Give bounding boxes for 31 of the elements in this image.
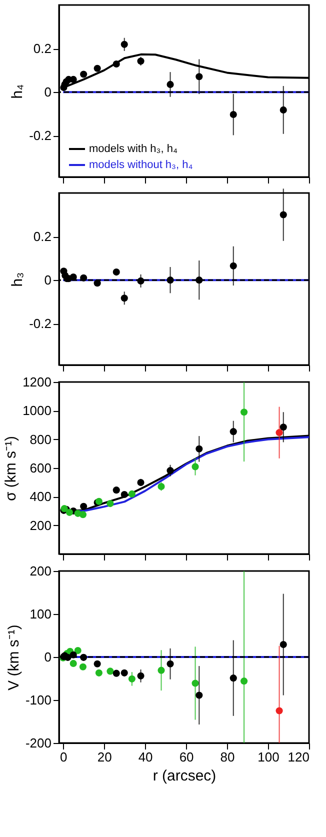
x-tick-label: 100	[258, 750, 280, 764]
legend-label: models with h₃, h₄	[89, 143, 178, 155]
y-axis-title: h₃	[9, 272, 26, 287]
x-tick-label: 60	[179, 750, 194, 764]
y-tick-label: 100	[30, 606, 52, 622]
y-tick-label: 200	[30, 518, 52, 533]
y-tick-label: 800	[30, 432, 52, 447]
y-tick-label: 0	[44, 650, 52, 664]
x-tick-label: 80	[220, 750, 235, 764]
y-tick-label: 1200	[22, 374, 52, 390]
x-tick-label: 20	[97, 750, 112, 764]
y-tick-label: 0	[44, 84, 52, 100]
y-tick-label: 200	[30, 564, 52, 578]
y-tick-label: -0.2	[29, 316, 52, 332]
y-tick-label: 1000	[22, 403, 52, 418]
legend-label: models without h₃, h₄	[89, 159, 194, 171]
x-tick-label: 40	[138, 750, 153, 764]
y-tick-label: -200	[25, 736, 52, 750]
y-tick-label: 400	[30, 489, 52, 504]
y-tick-label: 600	[30, 460, 52, 476]
x-tick-label: 120	[288, 750, 310, 764]
y-axis-title: σ (km s⁻¹)	[2, 436, 20, 502]
y-tick-label: 0.2	[33, 41, 52, 56]
x-tick-label: 0	[60, 750, 68, 764]
y-axis-title: h₄	[9, 84, 26, 99]
y-axis-title: V (km s⁻¹)	[5, 624, 22, 690]
y-tick-label: -100	[25, 692, 52, 708]
x-axis-title: r (arcsec)	[152, 768, 216, 784]
y-tick-label: 0	[44, 272, 52, 288]
y-tick-label: 0.2	[33, 229, 52, 244]
y-tick-label: -0.2	[29, 128, 52, 144]
